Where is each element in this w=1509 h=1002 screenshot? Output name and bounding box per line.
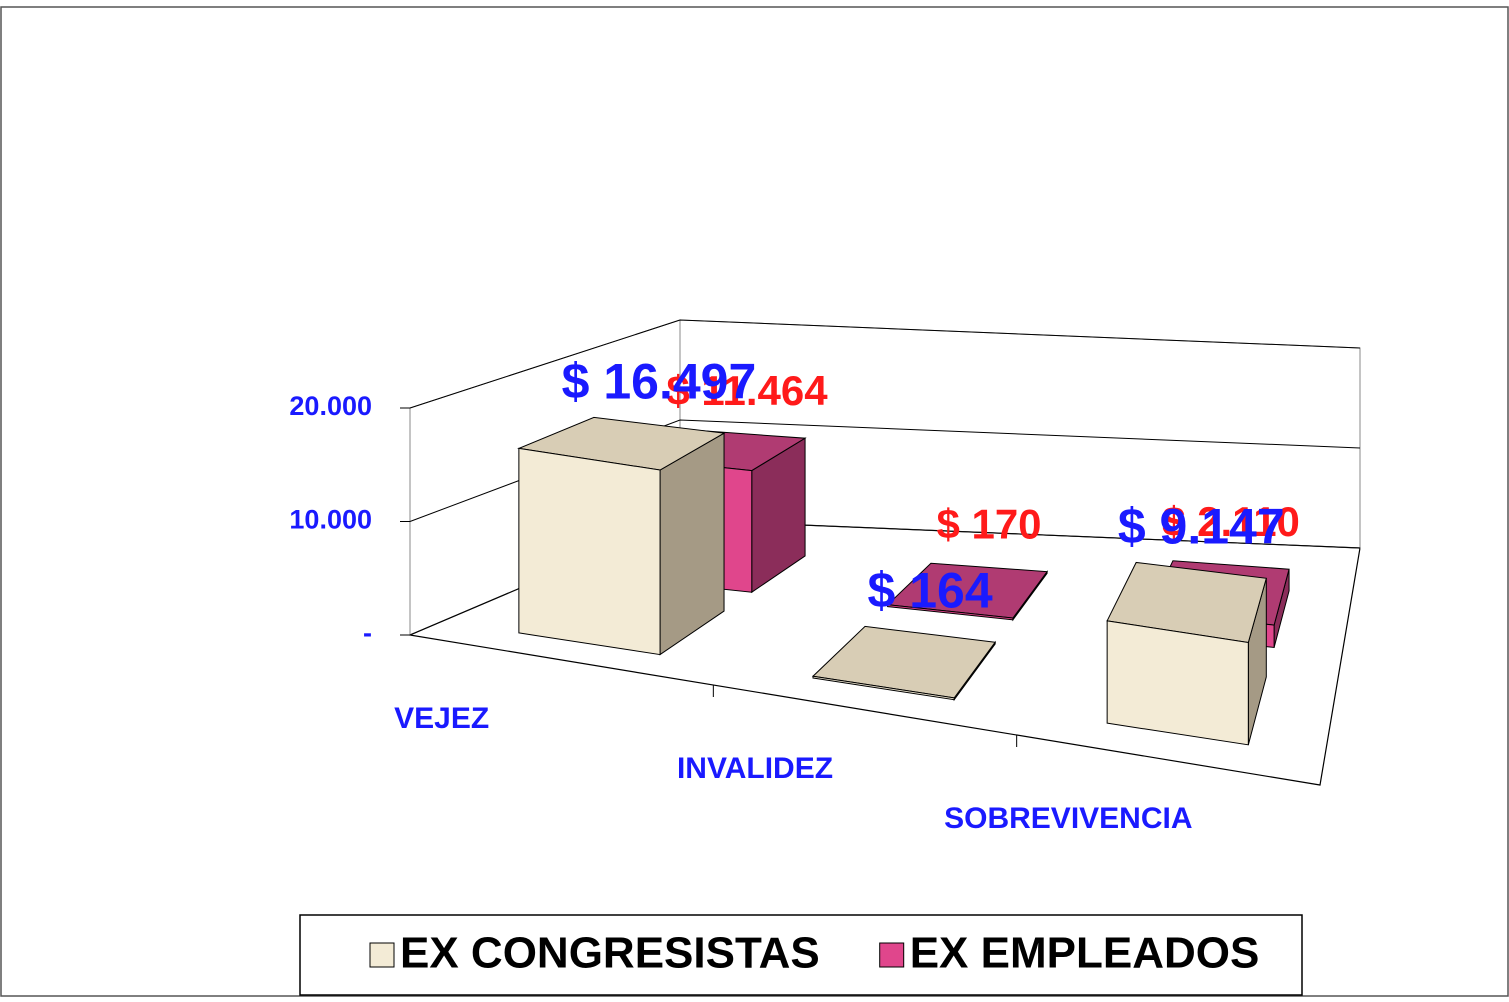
x-tick-label: VEJEZ <box>394 702 489 735</box>
legend-swatch <box>369 942 395 968</box>
bar <box>517 416 726 656</box>
x-tick-label: SOBREVIVENCIA <box>944 802 1192 835</box>
legend-swatch <box>879 942 905 968</box>
value-label: $ 170 <box>936 501 1041 548</box>
bar-front <box>812 675 955 701</box>
legend-label: EX CONGRESISTAS <box>400 929 820 978</box>
bar <box>886 562 1049 622</box>
bar <box>811 625 997 702</box>
x-tick-label: INVALIDEZ <box>677 752 833 785</box>
bar-front <box>518 447 661 656</box>
value-label: $ 16.497 <box>562 353 757 409</box>
legend-label: EX EMPLEADOS <box>910 929 1260 978</box>
value-label: $ 164 <box>868 563 993 619</box>
grid-line <box>409 319 1361 409</box>
bar-front <box>887 604 1014 621</box>
value-label: $ 11.464 <box>666 367 828 414</box>
legend-box <box>299 914 1303 996</box>
value-label: $ 9.147 <box>1118 499 1285 555</box>
grid-line <box>409 419 1361 522</box>
bar <box>1106 561 1267 746</box>
y-tick-label: 20.000 <box>289 391 372 421</box>
bar-front <box>1106 620 1249 746</box>
value-label: $ 2.110 <box>1162 498 1300 545</box>
y-tick-label: 10.000 <box>289 505 372 535</box>
y-tick-label: - <box>363 618 372 648</box>
